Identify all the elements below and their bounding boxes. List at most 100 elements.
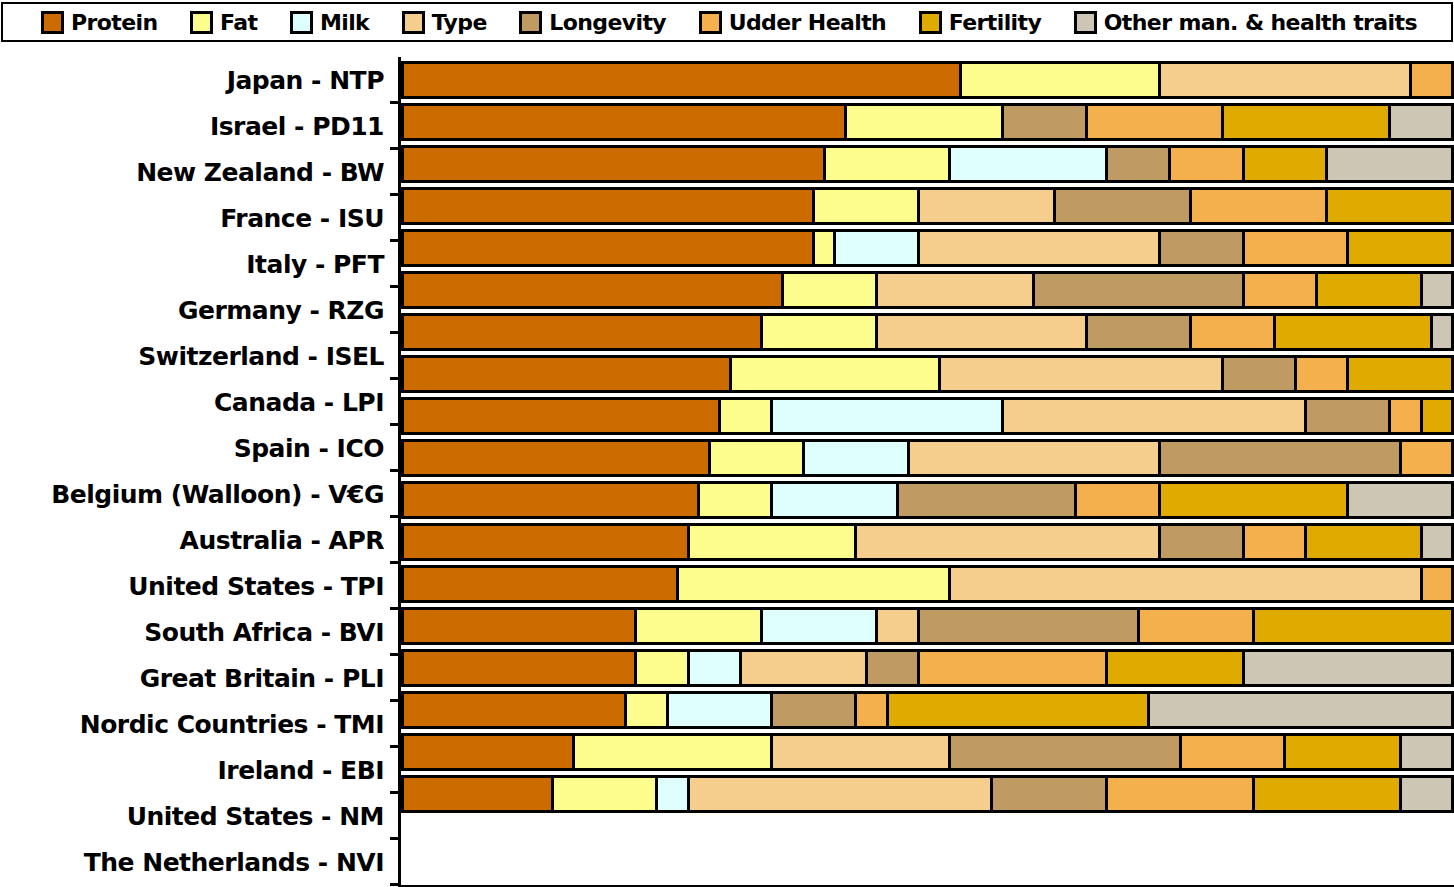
bar-segment-type: [875, 316, 1084, 348]
bar-segment-fat: [676, 568, 948, 600]
category-label-nordic-countries-tmi: Nordic Countries - TMI: [0, 701, 398, 747]
bar-segment-type: [938, 358, 1221, 390]
bar-segment-fat: [844, 106, 1001, 138]
legend-swatch-icon: [190, 11, 213, 34]
bar-segment-milk: [687, 652, 739, 684]
bar-segment-udder-health: [1137, 610, 1252, 642]
bar-segment-type: [948, 568, 1419, 600]
bar-segment-protein: [404, 694, 624, 726]
bar-segment-fat: [718, 400, 770, 432]
legend-item-longevity: Longevity: [519, 10, 666, 35]
bar-segment-fertility: [1304, 526, 1419, 558]
bar-segment-milk: [666, 694, 771, 726]
bar-row-canada-lpi: [401, 355, 1454, 393]
bar-segment-fertility: [1315, 274, 1420, 306]
bar-segment-fertility: [1420, 400, 1451, 432]
bar-segment-protein: [404, 526, 687, 558]
category-label-germany-rzg: Germany - RZG: [0, 287, 398, 333]
bar-segment-type: [875, 610, 917, 642]
legend-item-protein: Protein: [41, 10, 158, 35]
bar-segment-type: [875, 274, 1032, 306]
category-label-japan-ntp: Japan - NTP: [0, 57, 398, 103]
legend-label: Udder Health: [729, 10, 887, 35]
legend-item-type: Type: [402, 10, 487, 35]
bar-segment-fat: [959, 64, 1158, 96]
legend-swatch-icon: [699, 11, 722, 34]
category-label-ireland-ebi: Ireland - EBI: [0, 747, 398, 793]
bar-segment-longevity: [1158, 232, 1242, 264]
category-label-france-isu: France - ISU: [0, 195, 398, 241]
category-label-switzerland-isel: Switzerland - ISEL: [0, 333, 398, 379]
legend: ProteinFatMilkTypeLongevityUdder HealthF…: [1, 2, 1453, 42]
legend-item-milk: Milk: [290, 10, 369, 35]
bar-segment-other-man-health-traits: [1430, 316, 1451, 348]
bar-segment-longevity: [1085, 316, 1190, 348]
bar-segment-protein: [404, 736, 572, 768]
bar-segment-udder-health: [1074, 484, 1158, 516]
legend-label: Fertility: [949, 10, 1042, 35]
bar-row-united-states-tpi: [401, 523, 1454, 561]
bar-segment-longevity: [917, 610, 1137, 642]
bar-segment-other-man-health-traits: [1346, 484, 1451, 516]
legend-label: Protein: [71, 10, 158, 35]
axis-tick: [390, 607, 401, 610]
axis-tick: [390, 331, 401, 334]
legend-swatch-icon: [290, 11, 313, 34]
bar-segment-milk: [770, 400, 1000, 432]
bar-row-great-britain-pli: [401, 607, 1454, 645]
bar-segment-fat: [551, 778, 656, 810]
category-label-belgium-walloon-v-g: Belgium (Walloon) - V€G: [0, 471, 398, 517]
bar-segment-longevity: [1001, 106, 1085, 138]
bar-segment-milk: [655, 778, 686, 810]
axis-tick: [390, 837, 401, 840]
axis-tick: [390, 285, 401, 288]
axis-tick: [390, 147, 401, 150]
bar-segment-protein: [404, 274, 781, 306]
legend-swatch-icon: [1074, 11, 1097, 34]
bar-segment-type: [917, 190, 1053, 222]
bar-segment-udder-health: [1388, 400, 1419, 432]
bar-row-australia-apr: [401, 481, 1454, 519]
bar-segment-longevity: [865, 652, 917, 684]
bar-segment-fertility: [886, 694, 1148, 726]
legend-label: Longevity: [549, 10, 666, 35]
bar-row-nordic-countries-tmi: [401, 649, 1454, 687]
bar-segment-fertility: [1273, 316, 1430, 348]
bar-segment-udder-health: [917, 652, 1105, 684]
axis-tick: [390, 653, 401, 656]
bar-segment-fertility: [1221, 106, 1389, 138]
axis-tick: [390, 745, 401, 748]
axis-tick: [390, 791, 401, 794]
bar-segment-udder-health: [1189, 316, 1273, 348]
bar-row-germany-rzg: [401, 271, 1454, 309]
legend-item-udder-health: Udder Health: [699, 10, 887, 35]
axis-tick: [390, 561, 401, 564]
bar-segment-protein: [404, 778, 551, 810]
category-label-united-states-tpi: United States - TPI: [0, 563, 398, 609]
bar-segment-udder-health: [1168, 148, 1241, 180]
bar-segment-type: [907, 442, 1158, 474]
bar-segment-udder-health: [1189, 190, 1325, 222]
category-label-canada-lpi: Canada - LPI: [0, 379, 398, 425]
legend-item-other-man-health-traits: Other man. & health traits: [1074, 10, 1417, 35]
bar-segment-protein: [404, 442, 708, 474]
bar-segment-protein: [404, 610, 634, 642]
category-label-great-britain-pli: Great Britain - PLI: [0, 655, 398, 701]
bar-row-belgium-walloon-v-g: [401, 439, 1454, 477]
bar-segment-fertility: [1158, 484, 1346, 516]
legend-swatch-icon: [519, 11, 542, 34]
bar-segment-fertility: [1346, 358, 1451, 390]
bar-segment-longevity: [1221, 358, 1294, 390]
bar-row-japan-ntp: [401, 61, 1454, 99]
bar-segment-udder-health: [1242, 274, 1315, 306]
bar-segment-other-man-health-traits: [1399, 736, 1451, 768]
axis-tick: [390, 377, 401, 380]
bar-segment-longevity: [1304, 400, 1388, 432]
bar-segment-fat: [697, 484, 770, 516]
legend-label: Type: [432, 10, 487, 35]
bar-segment-fat: [624, 694, 666, 726]
category-label-united-states-nm: United States - NM: [0, 793, 398, 839]
bar-segment-fertility: [1252, 778, 1399, 810]
bar-segment-fat: [729, 358, 938, 390]
bar-segment-udder-health: [1085, 106, 1221, 138]
